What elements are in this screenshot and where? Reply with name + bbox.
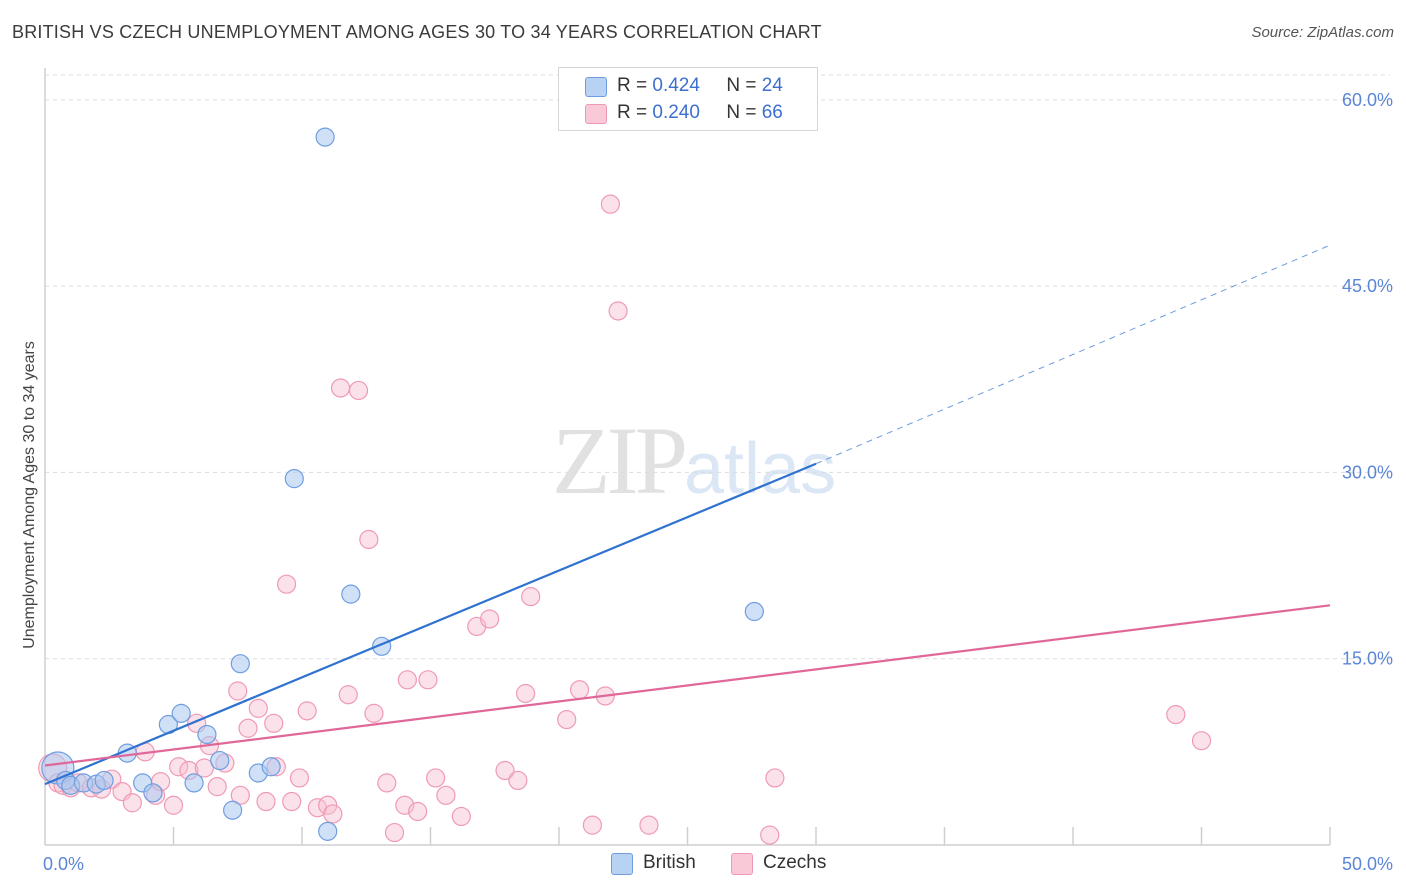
czechs-swatch-icon (585, 104, 607, 124)
czechs-point-44 (408, 801, 428, 822)
x-tick-label-50: 50.0% (1342, 854, 1393, 874)
british-point-21 (341, 584, 361, 604)
czechs-point-34 (323, 804, 343, 824)
czechs-r-value: 0.240 (652, 102, 700, 123)
czechs-point-35 (330, 378, 351, 398)
czechs-point-52 (508, 770, 528, 791)
point-layer (38, 127, 1212, 845)
czechs-point-57 (582, 815, 603, 835)
czechs-point-45 (418, 670, 438, 690)
czechs-point-55 (557, 709, 577, 730)
czechs-point-17 (194, 758, 214, 778)
czechs-point-50 (480, 609, 500, 629)
czechs-point-61 (639, 815, 659, 835)
czechs-point-36 (338, 685, 358, 705)
label-layer: 15.0% 30.0% 45.0% 60.0% 0.0% 50.0% Unemploymen… (21, 90, 1393, 874)
british-r-value: 0.424 (652, 75, 700, 96)
czechs-point-23 (238, 718, 258, 738)
czechs-point-47 (436, 785, 456, 805)
source-credit: Source: ZipAtlas.com (1251, 24, 1394, 41)
british-point-17 (261, 757, 281, 777)
y-tick-label-45: 45.0% (1342, 276, 1393, 296)
czechs-r-label: R = (617, 102, 648, 123)
czechs-point-9 (122, 793, 142, 813)
czechs-point-40 (377, 773, 397, 793)
correlation-legend: R = 0.424 N = 24 R = 0.240 N = 66 (558, 67, 818, 131)
british-point-23 (744, 601, 764, 622)
british-legend-label: British (643, 852, 696, 873)
czechs-point-54 (521, 587, 541, 607)
british-point-14 (223, 800, 243, 820)
czechs-point-56 (569, 680, 590, 700)
czechs-n-label: N = (726, 102, 757, 123)
y-axis-label: Unemployment Among Ages 30 to 34 years (21, 341, 38, 649)
czechs-point-31 (297, 701, 317, 721)
chart-title: BRITISH VS CZECH UNEMPLOYMENT AMONG AGES… (12, 22, 822, 42)
czechs-trend-line (44, 604, 1331, 767)
czechs-point-43 (397, 670, 417, 690)
y-tick-label-15: 15.0% (1342, 649, 1393, 669)
czechs-point-28 (276, 574, 297, 594)
czechs-point-46 (426, 768, 446, 788)
british-point-18 (284, 469, 304, 489)
x-tick-label-0: 0.0% (43, 854, 84, 874)
british-swatch-icon (585, 77, 607, 97)
y-tick-label-60: 60.0% (1342, 90, 1393, 110)
british-point-11 (184, 773, 204, 793)
czechs-point-62 (760, 825, 780, 845)
british-point-15 (230, 654, 250, 674)
czechs-point-53 (515, 683, 536, 704)
czechs-point-21 (228, 681, 248, 701)
british-trend-line (44, 462, 817, 786)
czechs-point-14 (169, 757, 189, 777)
british-legend-icon (611, 853, 633, 875)
czechs-point-39 (364, 703, 384, 723)
czechs-point-65 (1191, 731, 1212, 751)
czechs-n-value: 66 (761, 102, 783, 123)
british-point-10 (171, 703, 191, 723)
czechs-point-24 (248, 698, 268, 718)
czechs-legend-label: Czechs (763, 852, 827, 873)
czechs-point-22 (230, 785, 250, 805)
british-n-value: 24 (761, 75, 783, 96)
czechs-point-64 (1166, 704, 1186, 725)
czechs-point-41 (384, 822, 405, 843)
grid-layer (45, 74, 1390, 660)
british-point-12 (197, 724, 217, 745)
czechs-point-29 (282, 791, 302, 812)
czechs-point-51 (495, 760, 515, 781)
czechs-legend-icon (731, 853, 753, 875)
british-trend-extension (815, 244, 1331, 465)
czechs-point-25 (256, 791, 276, 812)
british-point-13 (210, 750, 230, 771)
czechs-point-59 (600, 194, 621, 214)
y-tick-label-30: 30.0% (1342, 462, 1393, 482)
czechs-point-37 (348, 380, 369, 401)
czechs-point-48 (451, 806, 471, 827)
british-point-5 (94, 770, 114, 791)
czechs-point-30 (289, 768, 310, 788)
british-r-label: R = (617, 75, 648, 96)
axis-layer (44, 68, 1331, 846)
czechs-point-19 (207, 777, 227, 797)
czechs-point-13 (163, 795, 184, 815)
fit-line-layer (44, 244, 1331, 786)
british-point-19 (315, 127, 335, 147)
czechs-point-26 (264, 713, 284, 733)
czechs-point-60 (608, 301, 628, 321)
british-n-label: N = (726, 75, 757, 96)
british-point-20 (318, 821, 338, 841)
czechs-point-38 (359, 529, 379, 550)
czechs-point-63 (765, 768, 785, 788)
british-point-8 (143, 783, 163, 803)
